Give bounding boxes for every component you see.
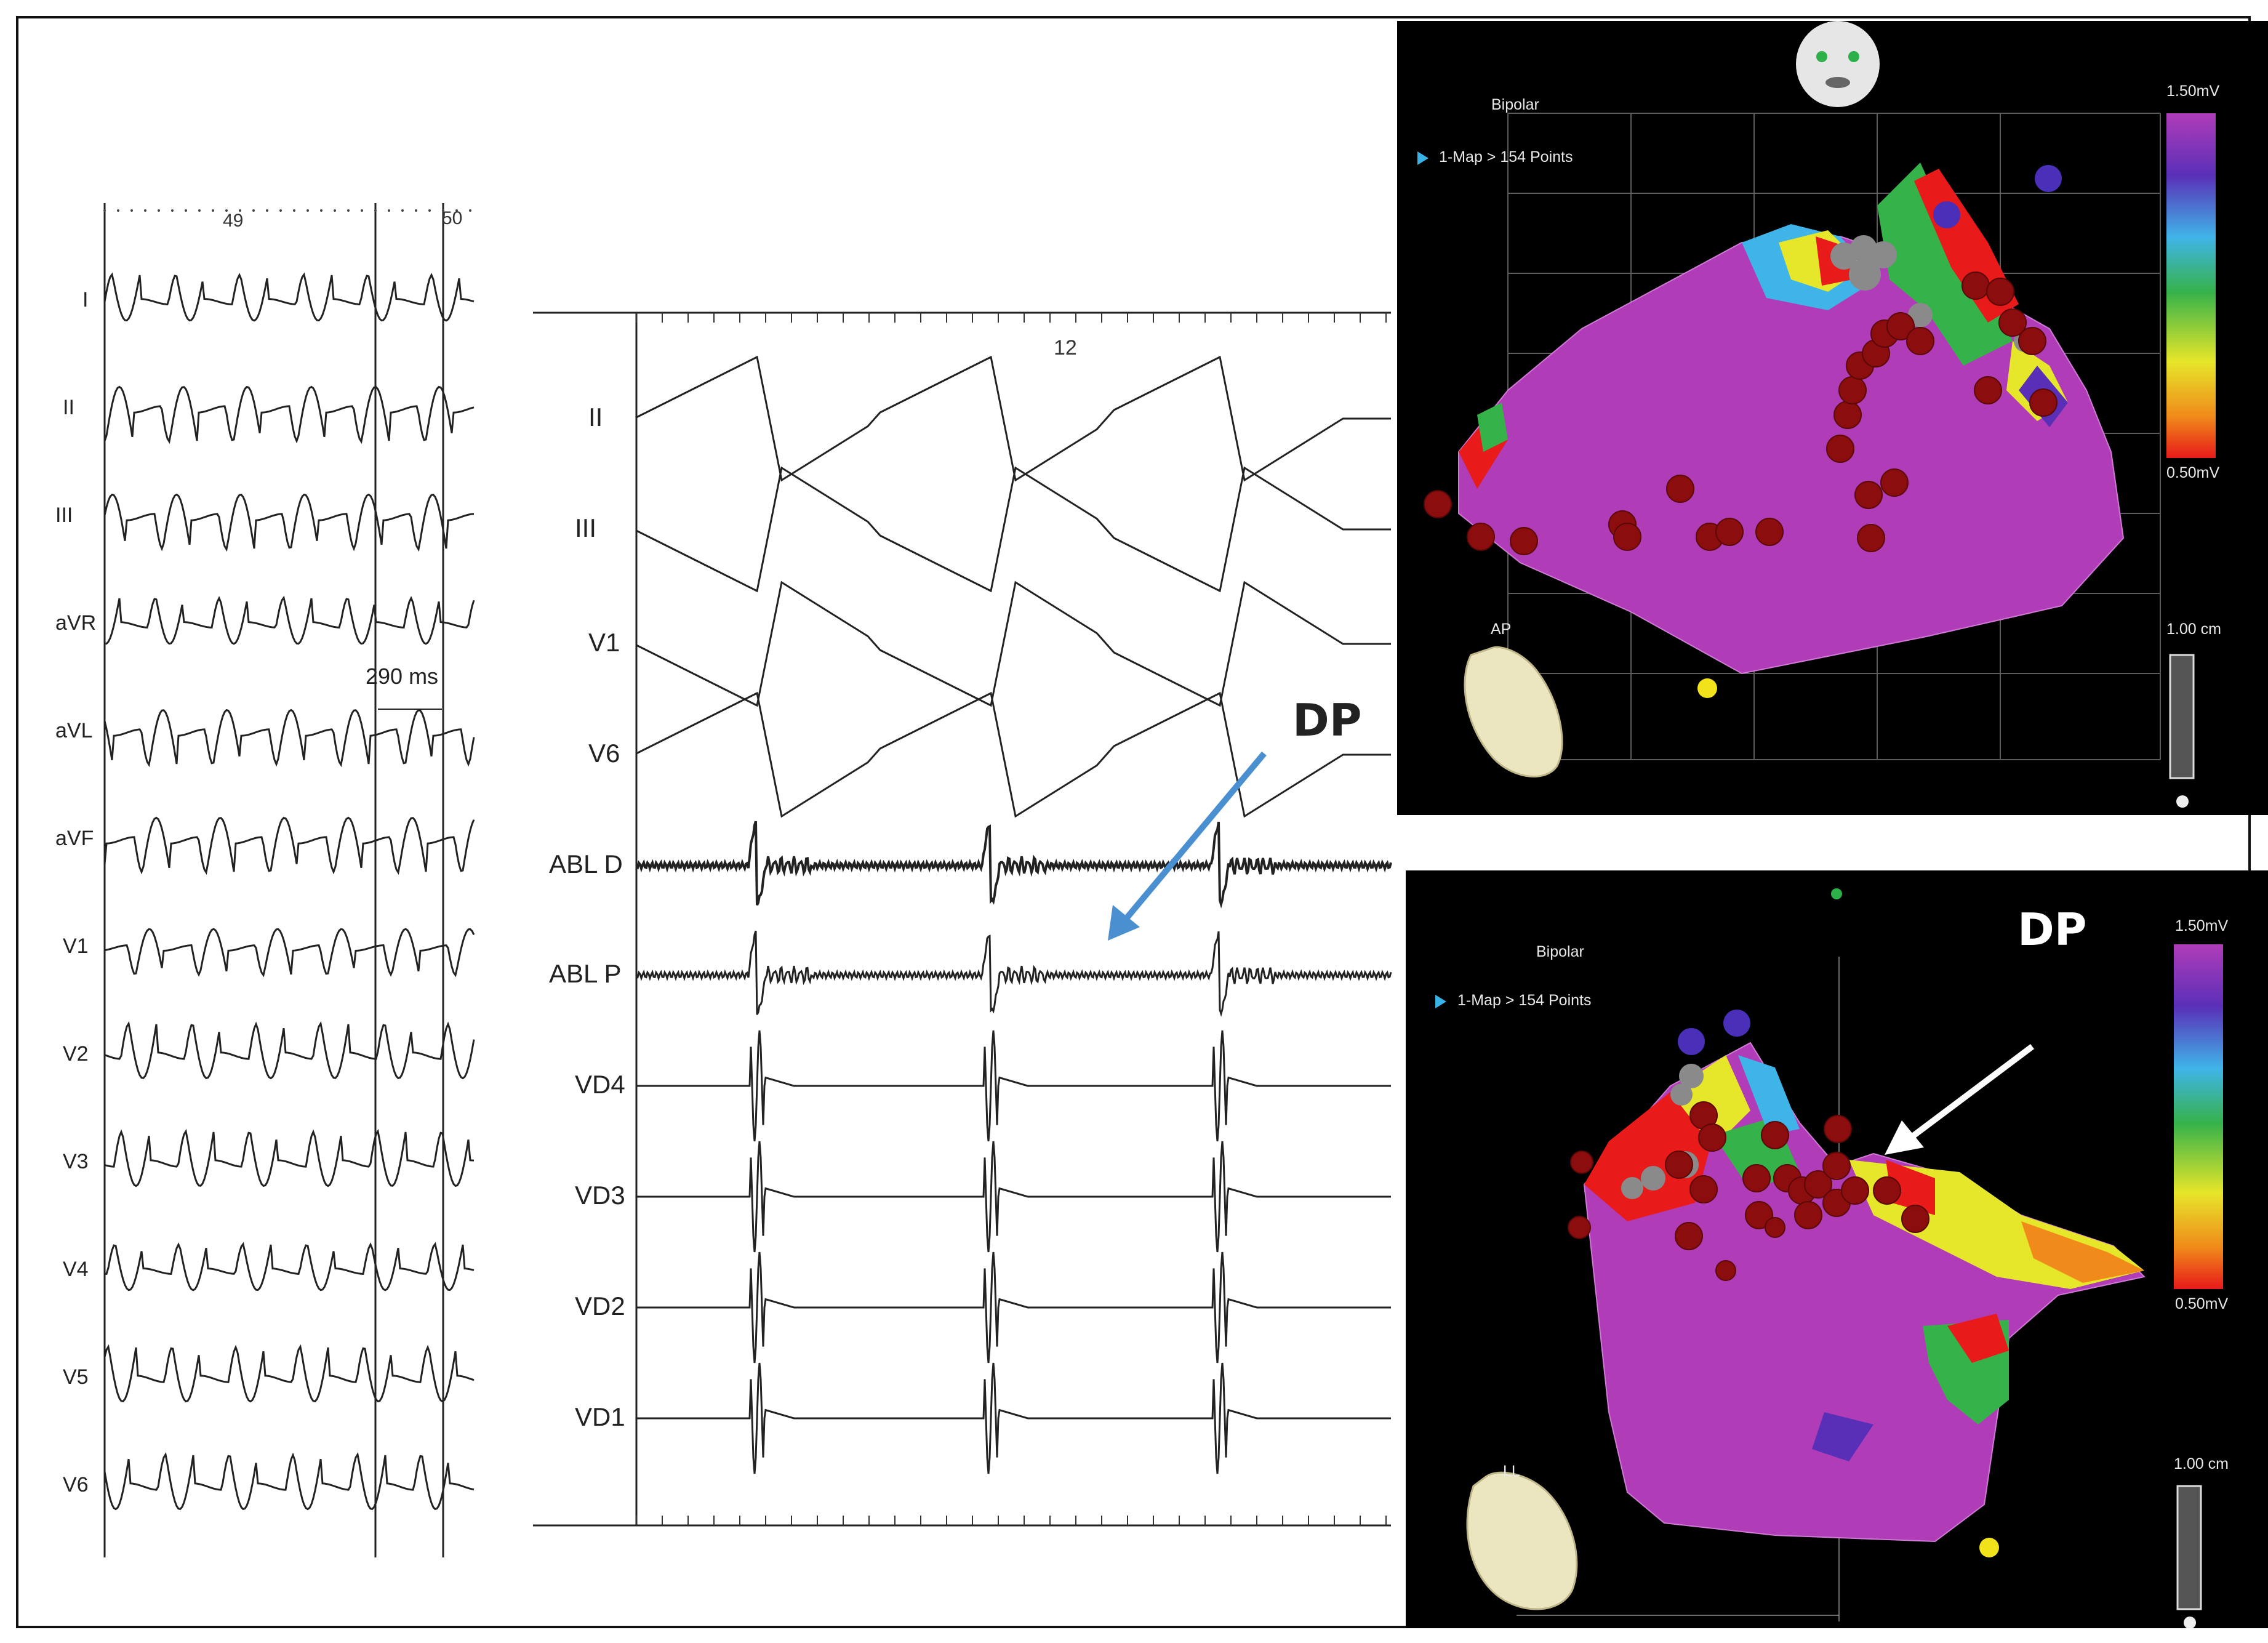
figure-frame: I II III aVR aVL aVF V1 V2 V3 V4 V5 V6 49 50 290 ms… xyxy=(16,16,2268,1631)
play-icon xyxy=(1435,995,1446,1008)
lead-label-v6: V6 xyxy=(63,1473,89,1496)
play-icon xyxy=(1417,151,1429,165)
twelve-lead-ecg-traces xyxy=(103,203,475,1557)
channel-label-v6: V6 xyxy=(588,739,620,768)
map-mode-label: Bipolar xyxy=(1491,96,1539,113)
channel-label-vd1: VD1 xyxy=(575,1402,625,1431)
dp-label-map: DP xyxy=(2018,904,2087,955)
heart-orientation-model-ap xyxy=(1464,646,1563,777)
lead-label-v5: V5 xyxy=(63,1365,89,1389)
intracardiac-traces xyxy=(533,311,1392,1527)
scale-min-label: 0.50mV xyxy=(2166,464,2220,481)
lead-label-v3: V3 xyxy=(63,1150,89,1173)
heart-orientation-model-ll xyxy=(1466,1471,1578,1610)
channel-label-abl-d: ABL D xyxy=(549,850,623,878)
orientation-face-icon xyxy=(1796,21,1880,107)
scale-max-label: 1.50mV xyxy=(2166,82,2220,100)
ablation-points-ll xyxy=(1568,1101,1929,1281)
voltage-map-ll-view: Bipolar 1-Map > 154 Points 1.50mV 0.50mV… xyxy=(1406,870,2268,1628)
map-mode-label: Bipolar xyxy=(1536,943,1584,960)
scale-max-label: 1.50mV xyxy=(2175,917,2229,934)
view-label: AP xyxy=(1491,621,1512,638)
view-label: LL xyxy=(1503,1463,1520,1480)
beat-number-50: 50 xyxy=(442,208,463,228)
channel-label-v1: V1 xyxy=(588,628,620,657)
ablation-points-ap xyxy=(1424,271,2058,555)
channel-label-abl-p: ABL P xyxy=(549,959,622,988)
lead-label-ii: II xyxy=(63,396,74,419)
voltage-map-ll-graphics xyxy=(1466,888,2223,1628)
interval-annotation: 290 ms xyxy=(366,664,439,689)
map-info-label: 1-Map > 154 Points xyxy=(1457,992,1592,1009)
lead-label-v4: V4 xyxy=(63,1258,89,1281)
channel-label-vd3: VD3 xyxy=(575,1181,625,1210)
channel-label-ii: II xyxy=(588,403,603,432)
beat-number-12: 12 xyxy=(1054,336,1077,360)
lead-label-iii: III xyxy=(55,504,73,527)
voltage-map-ap-graphics xyxy=(1424,21,2216,808)
twelve-lead-ecg-panel: I II III aVR aVL aVF V1 V2 V3 V4 V5 V6 49 50 290 ms xyxy=(18,18,486,1631)
channel-label-vd2: VD2 xyxy=(575,1292,625,1320)
dp-label-tracing: DP xyxy=(1292,694,1362,746)
map-info-label: 1-Map > 154 Points xyxy=(1439,148,1573,166)
intracardiac-recording-panel: II III V1 V6 ABL D ABL P VD4 VD3 VD2 VD1 12 DP xyxy=(499,18,1397,1631)
chamber-surface-ll xyxy=(1583,1042,2146,1543)
dp-arrow-white xyxy=(1885,1044,2034,1155)
distance-scale-label: 1.00 cm xyxy=(2166,621,2221,638)
lead-label-v1: V1 xyxy=(63,934,89,958)
lead-label-avr: aVR xyxy=(55,611,97,635)
tag-points-purple xyxy=(1933,165,2062,228)
voltage-color-scale-top xyxy=(2166,113,2216,458)
tag-points-purple xyxy=(1678,1010,1750,1055)
lead-label-v2: V2 xyxy=(63,1042,89,1066)
distance-scale-label: 1.00 cm xyxy=(2174,1455,2229,1472)
distance-scale-bar-bottom xyxy=(2176,1485,2202,1610)
scale-min-label: 0.50mV xyxy=(2175,1295,2229,1312)
channel-label-vd4: VD4 xyxy=(575,1070,625,1099)
voltage-color-scale-bottom xyxy=(2174,944,2223,1289)
distance-scale-bar-top xyxy=(2169,654,2195,779)
lead-label-avf: aVF xyxy=(55,827,94,850)
channel-label-iii: III xyxy=(575,513,597,542)
beat-number-49: 49 xyxy=(223,211,244,231)
voltage-map-ap-view: Bipolar 1-Map > 154 Points 1.50mV 0.50mV… xyxy=(1397,21,2268,815)
lead-label-i: I xyxy=(82,288,89,311)
lead-label-avl: aVL xyxy=(55,719,93,742)
